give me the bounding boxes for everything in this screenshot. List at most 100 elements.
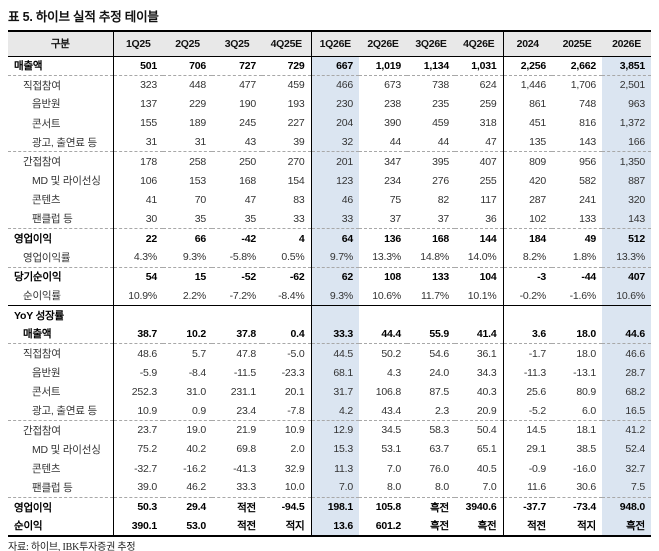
cell: 31: [145, 136, 157, 149]
cell: 10.0: [262, 478, 312, 498]
cell: 32.7: [602, 458, 651, 479]
cell: 22: [113, 228, 163, 248]
cell: 적지: [577, 520, 596, 533]
cell: 106.8: [375, 385, 401, 398]
cell: 31.7: [311, 382, 359, 402]
cell: 39: [262, 132, 312, 152]
cell: 3.6: [532, 327, 546, 340]
cell: 1,134: [423, 59, 449, 72]
cell: 10.9: [137, 404, 157, 417]
cell: 적전: [237, 520, 256, 533]
column-header-2025e: 2025E: [552, 31, 602, 57]
row-label: 콘서트: [8, 113, 114, 133]
table-row: MD 및 라이선싱 75.2 40.2 69.8 2.0 15.3 53.1 63.7 65.1…: [8, 439, 651, 459]
cell: 259: [455, 94, 504, 114]
cell: -42: [212, 228, 262, 248]
cell: 8.0: [435, 481, 449, 494]
column-header-2024: 2024: [503, 31, 552, 57]
cell: 133: [579, 212, 596, 225]
cell: -23.3: [262, 363, 312, 383]
cell: 2,501: [602, 74, 651, 95]
cell: 16.5: [602, 401, 651, 421]
cell: 9.3%: [182, 251, 206, 264]
cell: 50.3: [113, 496, 163, 517]
cell: 10.9%: [128, 289, 157, 302]
cell: 18.0: [552, 343, 602, 363]
cell: 40.2: [186, 443, 206, 456]
row-label: MD 및 라이선싱: [8, 171, 114, 191]
cell: 201: [311, 151, 359, 172]
cell: 37.8: [236, 327, 256, 340]
cell: 31: [194, 136, 206, 149]
cell: 252.3: [131, 385, 157, 398]
cell: 10.6%: [372, 289, 401, 302]
cell: 8.2%: [522, 251, 546, 264]
cell: 68.1: [311, 363, 359, 383]
cell: 287: [529, 193, 546, 206]
cell: -7.2%: [229, 289, 257, 302]
cell: 7.0: [455, 478, 504, 498]
cell: 667: [311, 56, 359, 76]
cell: 3940.6: [455, 496, 504, 517]
cell: 1,446: [503, 74, 552, 95]
cell: 154: [262, 171, 312, 191]
cell: 258: [163, 151, 212, 172]
table-row: 팬클럽 등 39.0 46.2 33.3 10.0 7.0 8.0 8.0 7.0 11.6 30.…: [8, 478, 651, 498]
cell: -8.4%: [262, 286, 312, 306]
cell: 18.0: [576, 327, 596, 340]
cell: 11.6: [527, 481, 546, 494]
cell: 135: [529, 136, 546, 149]
table-row: MD 및 라이선싱 106 153 168 154 123 234 276 255 420 582 8…: [8, 171, 651, 191]
cell: 706: [189, 59, 206, 72]
cell: 1,019: [375, 59, 401, 72]
cell: 62: [311, 266, 359, 287]
cell: 4: [262, 228, 312, 248]
cell: 46: [311, 190, 359, 210]
cell: 137: [140, 97, 157, 110]
cell: 136: [359, 228, 407, 248]
cell: 7.0: [387, 462, 401, 475]
header-row: 구분 1Q25 2Q25 3Q25 4Q25E 1Q26E 2Q26E 3Q26…: [8, 31, 651, 57]
cell: 21.9: [212, 420, 262, 440]
cell: [262, 304, 312, 325]
cell: 512: [602, 228, 651, 248]
cell: 816: [579, 117, 596, 130]
cell: 420: [529, 174, 546, 187]
column-header-4q25e: 4Q25E: [262, 31, 312, 57]
cell: 466: [311, 74, 359, 95]
cell: 1,706: [552, 74, 602, 95]
cell: 9.7%: [311, 247, 359, 268]
cell: 318: [455, 113, 504, 133]
cell: 53.0: [186, 519, 206, 532]
column-header-1q26e: 1Q26E: [311, 31, 359, 57]
column-header-4q26e: 4Q26E: [455, 31, 504, 57]
row-label: 음반원: [8, 94, 114, 114]
cell: 37: [389, 212, 401, 225]
column-header-2026e: 2026E: [602, 31, 651, 57]
cell: 44.4: [381, 327, 401, 340]
column-header-1q25: 1Q25: [113, 31, 163, 57]
cell: 20.9: [455, 401, 504, 421]
cell: 46.2: [186, 481, 206, 494]
cell: 31.0: [186, 385, 206, 398]
cell: 168: [407, 228, 455, 248]
cell: 12.9: [311, 420, 359, 440]
table-row: 콘텐츠 41 70 47 83 46 75 82 117 287 241 320: [8, 190, 651, 210]
cell: 68.2: [602, 382, 651, 402]
cell: 4.2: [311, 401, 359, 421]
cell: 2,662: [570, 59, 596, 72]
cell: 2.3: [435, 404, 449, 417]
cell: -16.0: [573, 462, 596, 475]
cell: 41.2: [602, 420, 651, 440]
cell: -5.2: [528, 404, 546, 417]
cell: 231.1: [230, 385, 256, 398]
cell: 9.3%: [311, 286, 359, 306]
cell: -62: [262, 266, 312, 287]
cell: 0.4: [262, 324, 312, 344]
cell: -5.0: [262, 343, 312, 363]
cell: 105.8: [359, 496, 407, 517]
cell: 601.2: [375, 519, 401, 532]
cell: 82: [437, 193, 449, 206]
cell: 459: [432, 117, 449, 130]
table-row: 콘텐츠 -32.7 -16.2 -41.3 32.9 11.3 7.0 76.0 40.5 -0.…: [8, 458, 651, 479]
